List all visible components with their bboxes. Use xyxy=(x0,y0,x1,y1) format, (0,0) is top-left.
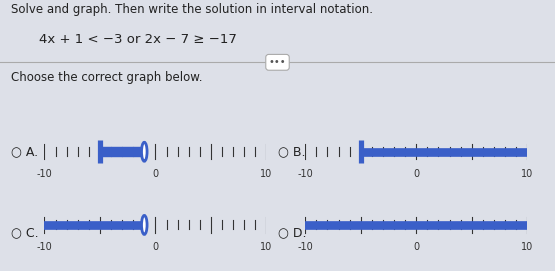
Text: Solve and graph. Then write the solution in interval notation.: Solve and graph. Then write the solution… xyxy=(11,3,373,16)
Text: 4x + 1 < −3 or 2x − 7 ≥ −17: 4x + 1 < −3 or 2x − 7 ≥ −17 xyxy=(39,33,237,46)
Text: Choose the correct graph below.: Choose the correct graph below. xyxy=(11,72,203,84)
Text: 10: 10 xyxy=(521,242,533,252)
Text: 0: 0 xyxy=(413,169,420,179)
Circle shape xyxy=(142,215,147,234)
Text: 0: 0 xyxy=(413,242,420,252)
Text: -10: -10 xyxy=(297,242,313,252)
Text: -10: -10 xyxy=(297,169,313,179)
Text: -10: -10 xyxy=(37,169,52,179)
Text: ○ B.: ○ B. xyxy=(278,145,305,158)
Text: 0: 0 xyxy=(152,242,159,252)
Text: •••: ••• xyxy=(269,57,286,67)
Text: ○ D.: ○ D. xyxy=(278,227,306,240)
Text: ○ A.: ○ A. xyxy=(11,145,38,158)
Text: 0: 0 xyxy=(152,169,159,179)
Text: 10: 10 xyxy=(260,169,273,179)
Text: ○ C.: ○ C. xyxy=(11,227,39,240)
Text: -10: -10 xyxy=(37,242,52,252)
Text: 10: 10 xyxy=(260,242,273,252)
Circle shape xyxy=(142,142,147,161)
Text: 10: 10 xyxy=(521,169,533,179)
